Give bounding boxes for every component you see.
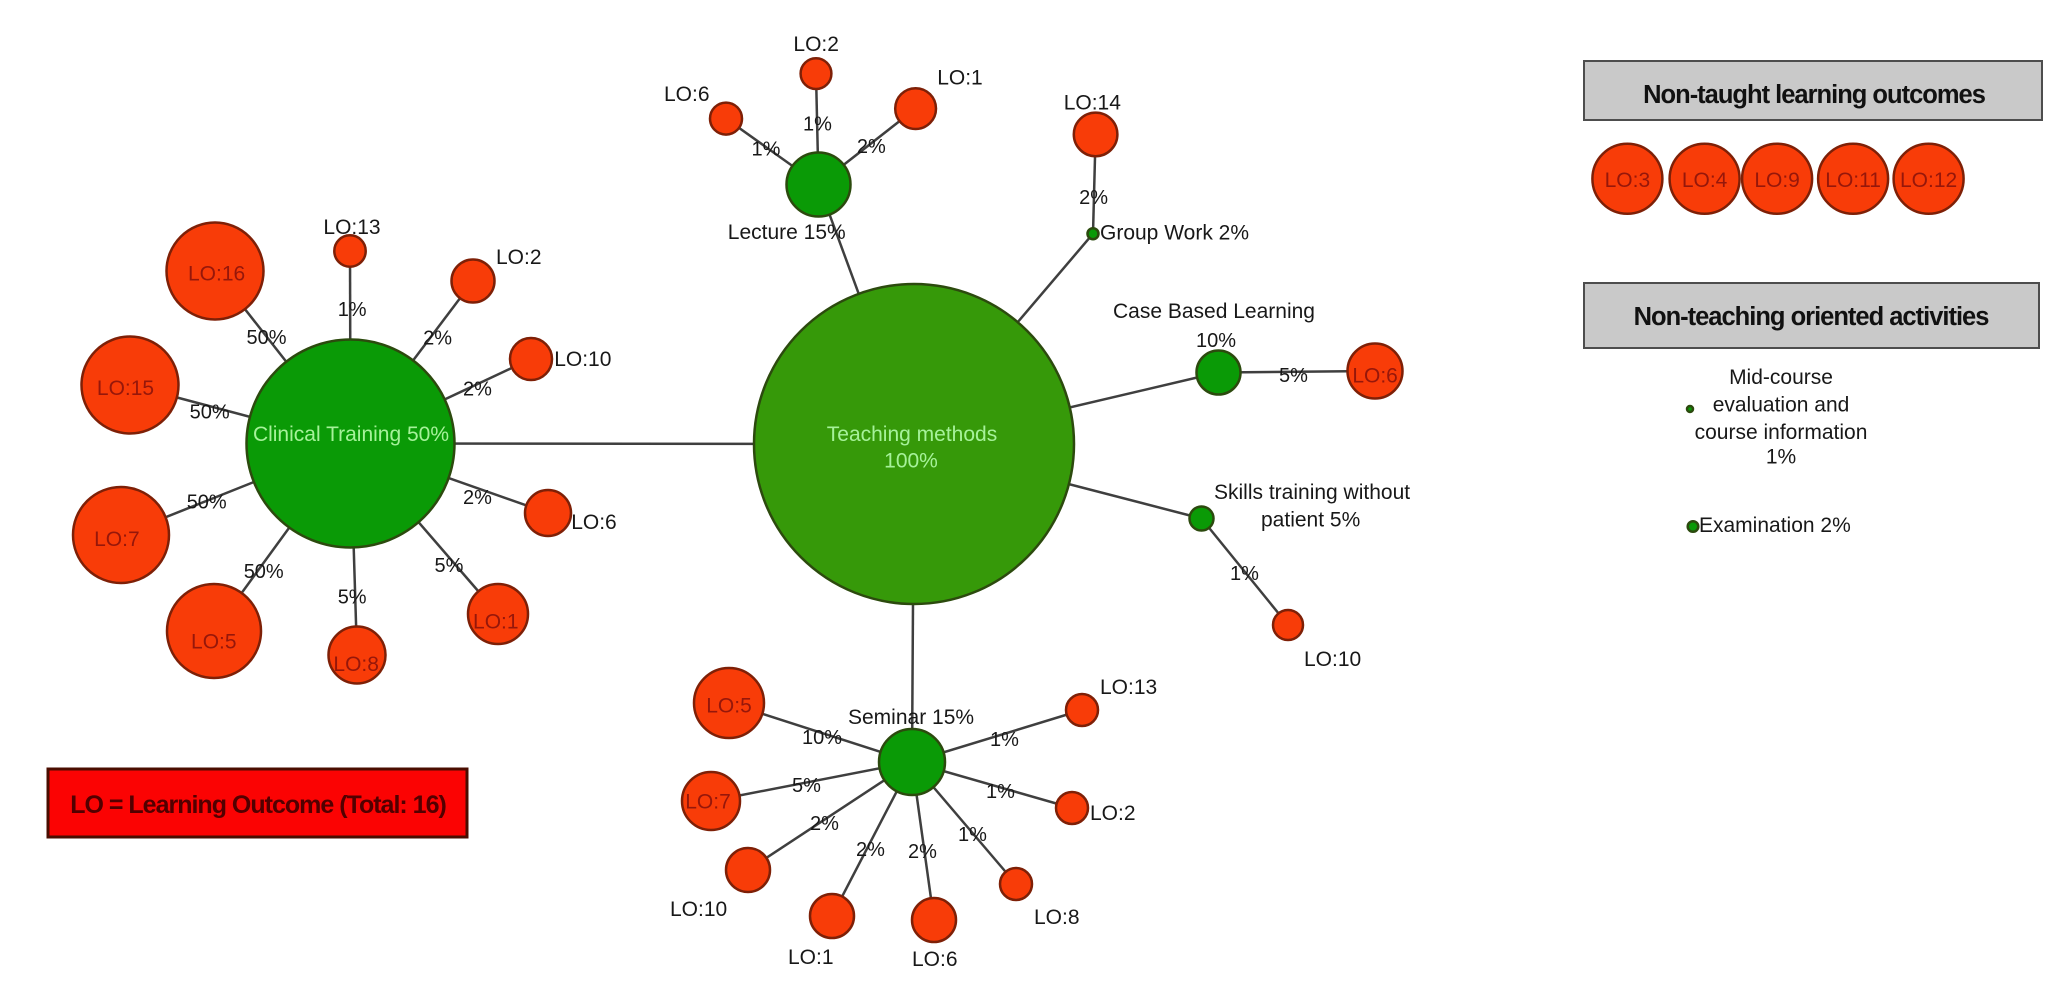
- svg-text:LO:6: LO:6: [1352, 365, 1398, 388]
- svg-text:1%: 1%: [1766, 446, 1796, 469]
- svg-text:Lecture 15%: Lecture 15%: [728, 221, 846, 244]
- svg-text:LO:5: LO:5: [191, 631, 237, 654]
- svg-text:50%: 50%: [190, 402, 230, 424]
- svg-text:LO:1: LO:1: [473, 611, 519, 634]
- svg-text:course information: course information: [1695, 421, 1868, 444]
- svg-text:LO:13: LO:13: [1100, 676, 1157, 699]
- svg-text:LO:15: LO:15: [97, 377, 154, 400]
- svg-text:1%: 1%: [752, 138, 781, 160]
- svg-text:LO:5: LO:5: [706, 695, 752, 718]
- svg-text:LO:2: LO:2: [1090, 802, 1136, 825]
- svg-text:Seminar 15%: Seminar 15%: [848, 706, 974, 729]
- svg-text:100%: 100%: [884, 450, 938, 473]
- svg-text:1%: 1%: [986, 781, 1015, 803]
- svg-text:LO:1: LO:1: [788, 946, 834, 969]
- svg-text:LO:7: LO:7: [685, 791, 731, 814]
- svg-text:Teaching methods: Teaching methods: [827, 423, 997, 446]
- svg-text:LO:6: LO:6: [664, 83, 710, 106]
- svg-text:LO:10: LO:10: [554, 348, 611, 371]
- svg-text:2%: 2%: [856, 839, 885, 861]
- svg-text:2%: 2%: [908, 841, 937, 863]
- svg-text:LO:2: LO:2: [496, 246, 542, 269]
- svg-text:LO:3: LO:3: [1605, 169, 1651, 192]
- svg-text:LO:14: LO:14: [1064, 92, 1122, 115]
- svg-text:LO:8: LO:8: [333, 653, 379, 676]
- svg-text:LO:10: LO:10: [1304, 648, 1361, 671]
- svg-text:Case Based Learning: Case Based Learning: [1113, 300, 1315, 323]
- svg-text:1%: 1%: [1230, 563, 1259, 585]
- svg-text:Skills training without: Skills training without: [1214, 481, 1410, 504]
- svg-text:5%: 5%: [435, 555, 464, 577]
- svg-text:LO = Learning Outcome (Total:: LO = Learning Outcome (Total: 16): [70, 791, 446, 819]
- svg-text:LO:9: LO:9: [1754, 169, 1800, 192]
- svg-text:10%: 10%: [802, 727, 842, 749]
- svg-text:LO:6: LO:6: [571, 511, 617, 534]
- svg-text:50%: 50%: [247, 327, 287, 349]
- svg-text:LO:10: LO:10: [670, 898, 727, 921]
- svg-text:2%: 2%: [857, 136, 886, 158]
- svg-text:10%: 10%: [1196, 330, 1236, 352]
- svg-text:LO:16: LO:16: [188, 263, 245, 286]
- svg-text:Examination 2%: Examination 2%: [1699, 514, 1851, 537]
- svg-text:LO:4: LO:4: [1682, 169, 1728, 192]
- svg-text:LO:13: LO:13: [323, 216, 380, 239]
- svg-text:2%: 2%: [1079, 187, 1108, 209]
- svg-text:LO:2: LO:2: [793, 33, 839, 56]
- svg-text:Mid-course: Mid-course: [1729, 366, 1833, 389]
- svg-text:LO:8: LO:8: [1034, 906, 1080, 929]
- svg-text:5%: 5%: [792, 775, 821, 797]
- svg-text:LO:1: LO:1: [937, 67, 983, 90]
- svg-text:2%: 2%: [463, 487, 492, 509]
- svg-text:patient 5%: patient 5%: [1261, 509, 1360, 532]
- svg-text:1%: 1%: [958, 824, 987, 846]
- svg-text:5%: 5%: [338, 587, 367, 609]
- svg-text:50%: 50%: [244, 561, 284, 583]
- svg-text:Group Work 2%: Group Work 2%: [1100, 222, 1249, 245]
- svg-text:LO:12: LO:12: [1900, 169, 1957, 192]
- svg-text:evaluation and: evaluation and: [1713, 394, 1850, 417]
- svg-text:LO:11: LO:11: [1825, 169, 1881, 192]
- svg-text:LO:7: LO:7: [94, 528, 140, 551]
- svg-text:LO:6: LO:6: [912, 948, 958, 971]
- svg-text:5%: 5%: [1279, 365, 1308, 387]
- svg-text:50%: 50%: [187, 492, 227, 514]
- svg-text:2%: 2%: [810, 813, 839, 835]
- svg-text:2%: 2%: [463, 379, 492, 401]
- svg-text:2%: 2%: [423, 328, 452, 350]
- svg-text:Clinical Training 50%: Clinical Training 50%: [253, 423, 449, 446]
- svg-text:Non-teaching oriented activiti: Non-teaching oriented activities: [1634, 303, 1990, 331]
- svg-text:1%: 1%: [338, 299, 367, 321]
- svg-text:1%: 1%: [803, 113, 832, 135]
- svg-text:Non-taught learning outcomes: Non-taught learning outcomes: [1643, 81, 1986, 109]
- svg-text:1%: 1%: [990, 729, 1019, 751]
